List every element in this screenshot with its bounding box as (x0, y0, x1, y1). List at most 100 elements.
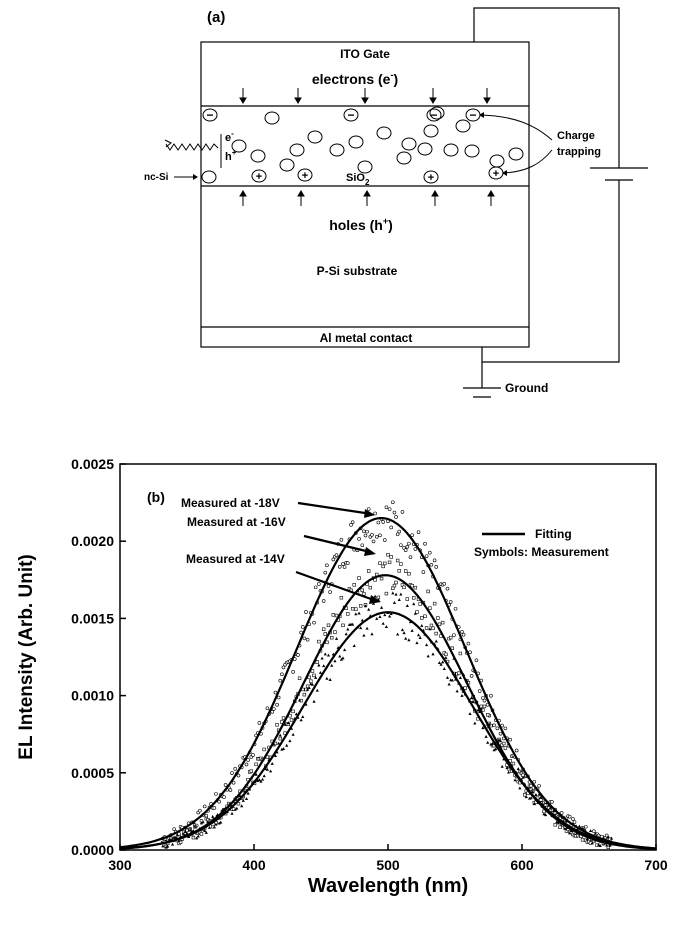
data-point-18v (337, 564, 342, 569)
data-point-16v (432, 601, 437, 606)
data-point-18v (514, 748, 519, 753)
data-point-14v (442, 667, 446, 671)
data-point-14v (375, 616, 379, 620)
data-point-18v (424, 554, 429, 558)
data-point-18v (592, 829, 596, 833)
data-point-14v (269, 769, 273, 773)
data-point-18v (363, 533, 368, 538)
data-point-14v (240, 804, 244, 808)
trapped-hole-icon (251, 169, 267, 183)
data-point-18v (278, 678, 283, 683)
data-point-14v (383, 613, 387, 617)
data-point-16v (331, 613, 336, 617)
data-point-18v (371, 539, 376, 544)
plus-sign: + (428, 172, 434, 184)
data-point-18v (395, 532, 400, 537)
data-point-14v (434, 639, 438, 643)
data-point-18v (223, 783, 228, 787)
data-point-14v (256, 779, 260, 783)
data-point-14v (460, 693, 464, 697)
data-point-14v (420, 623, 424, 627)
data-point-14v (333, 659, 337, 663)
data-point-18v (302, 636, 307, 641)
data-point-14v (389, 612, 393, 616)
data-point-16v (297, 676, 302, 681)
data-point-14v (357, 611, 361, 615)
data-point-18v (281, 665, 286, 670)
electrons-label: electrons (e-) (312, 70, 398, 87)
data-point-14v (439, 662, 443, 666)
data-point-14v (524, 795, 528, 799)
device-schematic: (a) ITO Gate electrons (e-) − − − −+ + + + e- … (144, 7, 648, 398)
nc-si-dot (264, 111, 280, 125)
data-point-18v (477, 689, 482, 693)
data-point-14v (330, 663, 334, 667)
data-point-16v (378, 561, 382, 565)
data-point-18v (312, 620, 316, 625)
data-point-14v (307, 686, 311, 690)
data-point-14v (233, 807, 237, 811)
annotation-arrow-18v (297, 501, 366, 515)
data-point-14v (212, 825, 216, 829)
data-point-14v (285, 743, 289, 747)
data-point-16v (405, 597, 409, 601)
data-point-16v (458, 651, 463, 656)
data-point-14v (489, 742, 493, 746)
data-point-18v (366, 507, 371, 511)
data-point-14v (597, 842, 601, 846)
data-point-14v (484, 734, 488, 738)
trapped-electron-icon (202, 108, 218, 122)
data-point-18v (572, 820, 577, 824)
data-point-18v (228, 788, 233, 792)
data-point-14v (182, 832, 186, 836)
data-point-14v (334, 637, 339, 640)
data-point-18v (373, 511, 377, 516)
data-point-18v (583, 824, 588, 829)
data-point-16v (341, 623, 345, 628)
data-point-18v (532, 779, 537, 784)
data-point-16v (291, 709, 295, 714)
data-point-18v (434, 565, 439, 569)
minus-sign: − (469, 108, 476, 122)
data-point-14v (500, 764, 504, 768)
data-point-16v (362, 592, 366, 596)
data-point-16v (392, 583, 397, 588)
data-point-14v (310, 682, 315, 686)
data-point-14v (486, 740, 490, 744)
data-point-16v (254, 762, 258, 767)
data-point-14v (424, 643, 429, 647)
data-point-14v (230, 811, 234, 815)
data-point-14v (244, 797, 249, 800)
data-point-14v (455, 689, 459, 693)
data-point-14v (521, 775, 525, 779)
data-point-14v (199, 821, 204, 825)
data-point-16v (360, 588, 364, 592)
data-point-18v (202, 804, 207, 809)
data-point-16v (522, 793, 527, 797)
data-point-14v (492, 748, 496, 752)
x-tick-label: 300 (108, 857, 132, 873)
data-point-16v (334, 613, 339, 618)
x-tick-label: 600 (510, 857, 534, 873)
data-point-16v (558, 825, 562, 829)
data-point-18v (453, 606, 458, 611)
data-point-18v (461, 632, 466, 637)
data-point-14v (468, 712, 472, 715)
data-point-14v (196, 834, 200, 838)
data-point-14v (317, 663, 321, 667)
data-point-14v (402, 631, 406, 635)
data-point-14v (373, 594, 377, 598)
data-point-18v (432, 558, 437, 563)
data-point-14v (404, 636, 408, 640)
data-point-14v (585, 837, 589, 840)
data-point-14v (470, 696, 474, 700)
data-point-16v (423, 614, 427, 618)
data-point-18v (276, 695, 281, 700)
device-outline (200, 41, 530, 348)
data-point-18v (407, 541, 411, 546)
sio2-label: SiO2 (346, 172, 370, 187)
data-point-14v (291, 732, 295, 736)
data-point-16v (420, 616, 424, 620)
data-point-18v (275, 702, 279, 707)
data-point-14v (476, 708, 480, 712)
